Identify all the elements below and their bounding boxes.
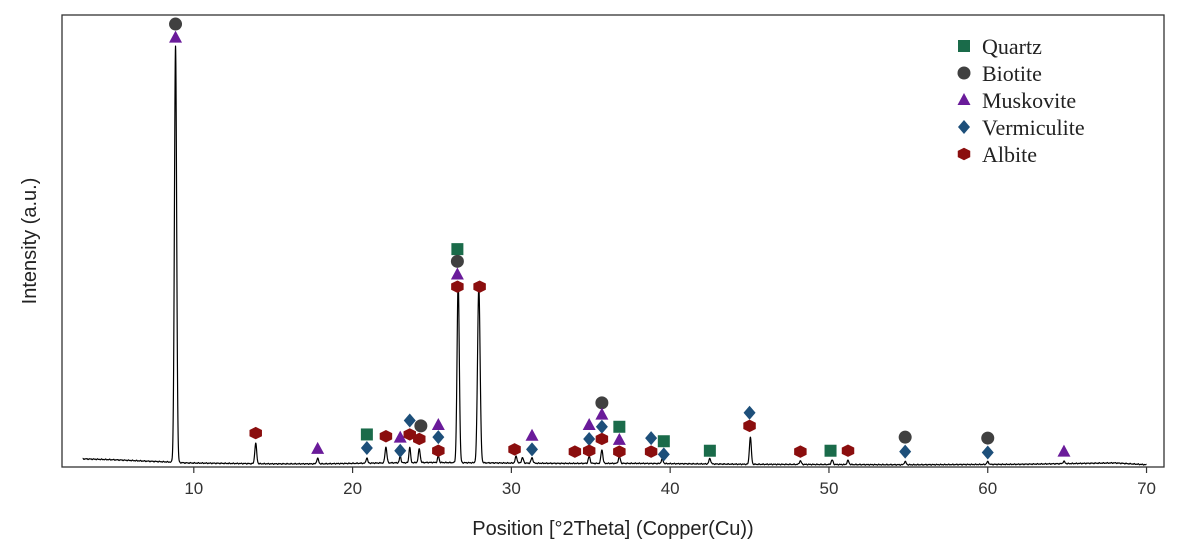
muskovite-peak-marker — [582, 417, 596, 430]
albite-peak-marker — [743, 419, 756, 433]
muskovite-peak-marker — [450, 267, 464, 280]
albite-peak-marker — [568, 445, 582, 458]
biotite-peak-marker — [450, 254, 464, 268]
biotite-peak-marker — [595, 396, 609, 410]
x-tick-label: 40 — [661, 479, 680, 498]
albite-peak-marker — [451, 280, 464, 293]
vermiculite-peak-marker — [657, 447, 670, 462]
vermiculite-peak-marker — [403, 413, 416, 428]
vermiculite-peak-marker — [432, 430, 445, 445]
y-axis-title: Intensity (a.u.) — [19, 178, 41, 305]
vermiculite-peak-marker — [899, 444, 912, 459]
albite-peak-marker — [432, 444, 445, 457]
vermiculite-peak-marker — [645, 431, 658, 446]
muskovite-peak-marker — [612, 432, 626, 445]
albite-peak-marker — [413, 432, 426, 446]
x-axis-title: Position [°2Theta] (Copper(Cu)) — [472, 518, 753, 540]
muskovite-peak-marker — [1057, 444, 1071, 457]
legend-label-biotite: Biotite — [982, 61, 1042, 86]
quartz-peak-marker — [360, 428, 373, 441]
muskovite-peak-marker — [393, 430, 407, 443]
albite-peak-marker — [613, 445, 626, 458]
albite-peak-marker — [249, 426, 262, 440]
albite-peak-marker — [473, 280, 486, 293]
biotite-legend-marker — [957, 66, 971, 80]
x-axis-ticks: 10 20 30 40 50 60 70 — [184, 467, 1156, 498]
albite-peak-marker — [582, 444, 596, 457]
muskovite-peak-marker — [431, 417, 445, 430]
vermiculite-peak-marker — [526, 442, 539, 457]
quartz-peak-marker — [657, 435, 670, 448]
vermiculite-peak-marker — [394, 443, 407, 458]
vermiculite-peak-marker — [360, 441, 373, 456]
albite-peak-marker — [508, 443, 521, 456]
x-tick-label: 60 — [978, 479, 997, 498]
legend-label-vermiculite: Vermiculite — [982, 115, 1085, 140]
x-tick-label: 70 — [1137, 479, 1156, 498]
vermiculite-peak-marker — [981, 445, 994, 460]
muskovite-peak-marker — [169, 30, 183, 43]
biotite-peak-marker — [414, 419, 428, 433]
x-tick-label: 30 — [502, 479, 521, 498]
quartz-peak-marker — [824, 444, 837, 457]
xrd-trace-line — [82, 45, 1147, 466]
vermiculite-peak-marker — [595, 419, 608, 434]
legend-label-quartz: Quartz — [982, 34, 1042, 59]
albite-peak-marker — [595, 432, 609, 446]
muskovite-peak-marker — [525, 428, 539, 441]
x-tick-label: 50 — [819, 479, 838, 498]
x-tick-label: 20 — [343, 479, 362, 498]
albite-legend-marker — [957, 147, 971, 161]
x-tick-label: 10 — [184, 479, 203, 498]
biotite-peak-marker — [898, 430, 912, 444]
vermiculite-peak-marker — [743, 405, 756, 420]
albite-peak-marker — [841, 444, 855, 457]
muskovite-legend-marker — [957, 93, 971, 105]
vermiculite-peak-marker — [583, 431, 596, 446]
quartz-peak-marker — [613, 420, 626, 433]
vermiculite-legend-marker — [958, 120, 970, 134]
albite-peak-marker — [403, 428, 416, 441]
muskovite-peak-marker — [595, 407, 609, 420]
albite-peak-marker — [644, 445, 658, 458]
quartz-peak-marker — [703, 444, 716, 457]
albite-peak-marker — [379, 430, 393, 443]
quartz-peak-marker — [451, 243, 464, 256]
biotite-peak-marker — [981, 431, 995, 445]
albite-peak-marker — [794, 445, 807, 458]
muskovite-peak-marker — [311, 441, 325, 454]
quartz-legend-marker — [958, 40, 970, 52]
biotite-peak-marker — [169, 17, 183, 31]
phase-markers — [169, 17, 1071, 462]
legend-label-albite: Albite — [982, 142, 1037, 167]
plot-frame — [61, 14, 1165, 468]
legend-label-muskovite: Muskovite — [982, 88, 1076, 113]
